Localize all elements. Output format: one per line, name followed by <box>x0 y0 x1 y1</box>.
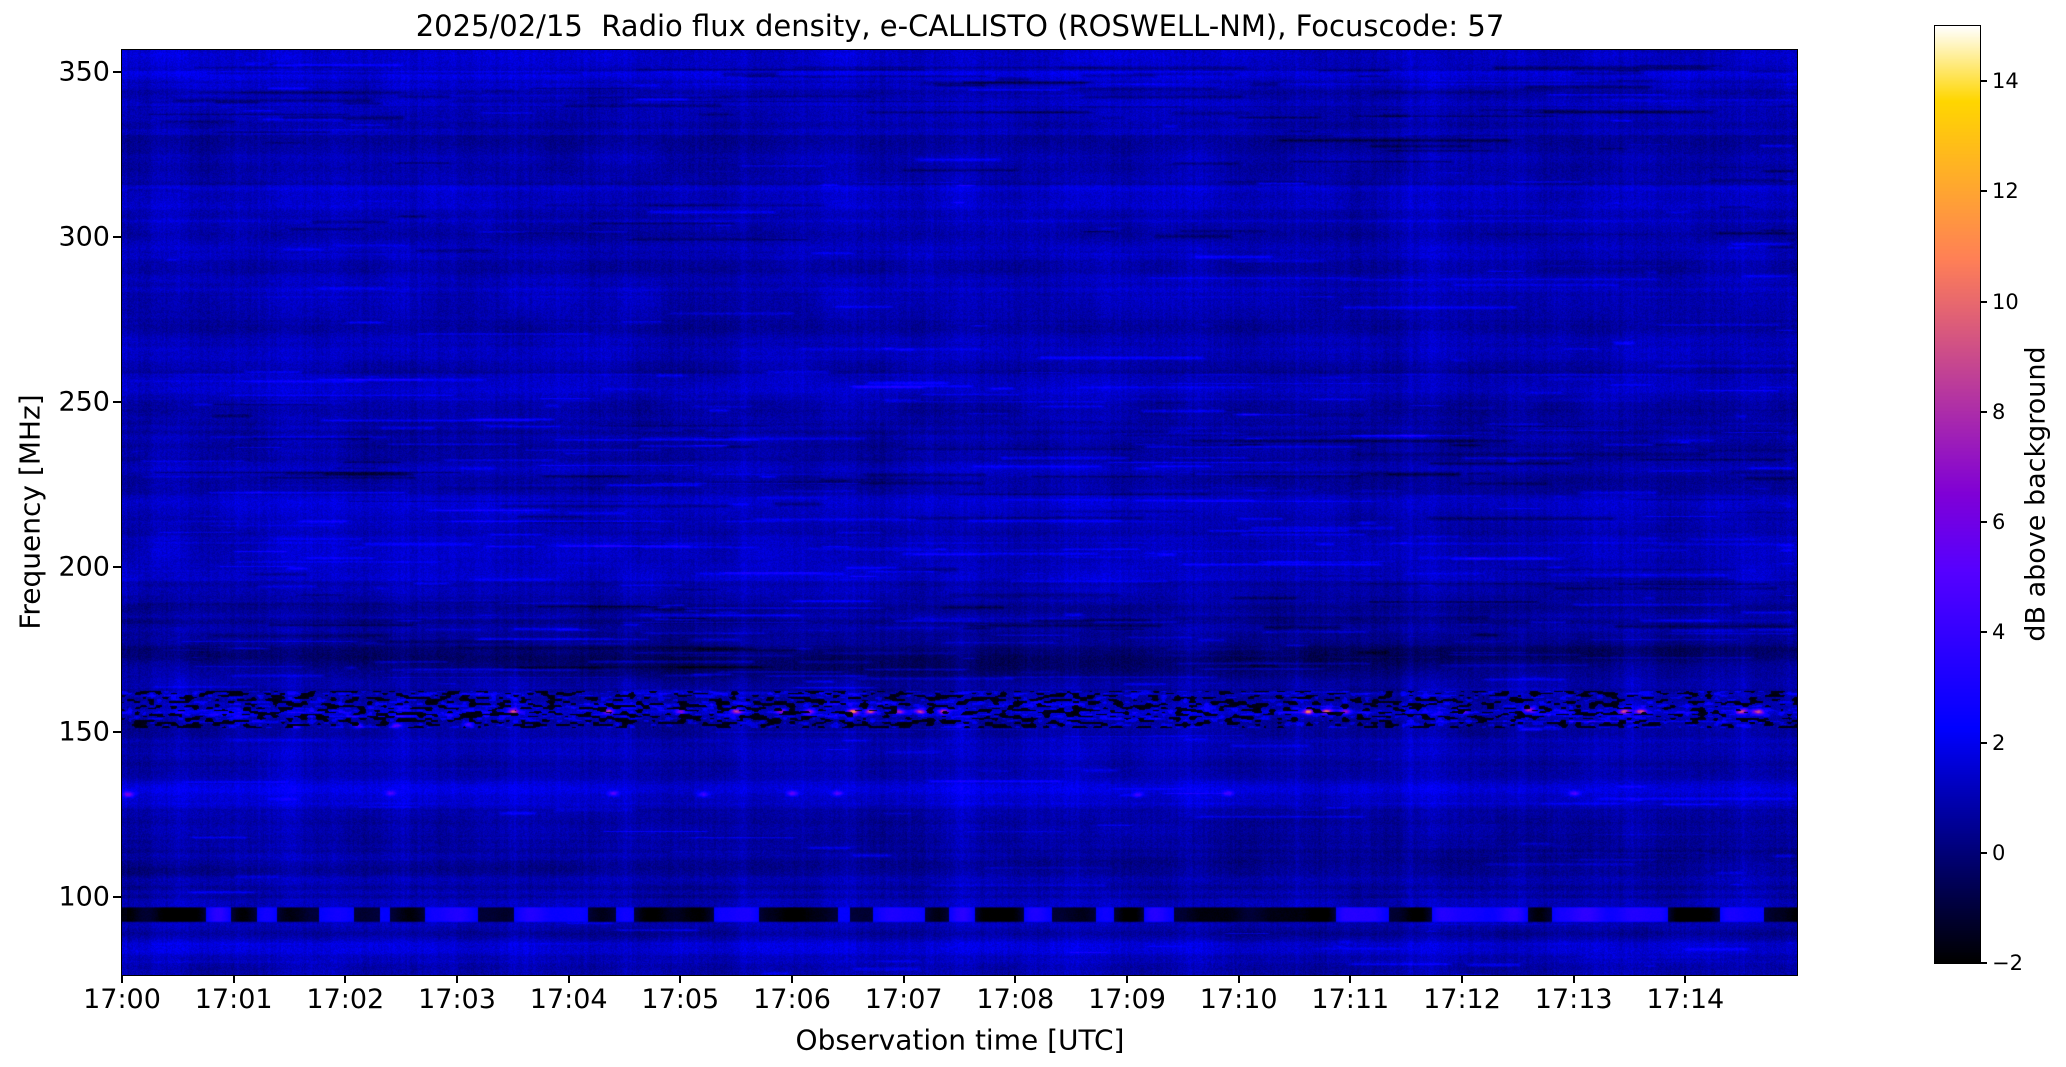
colorbar-tick-label: 4 <box>1992 620 2006 645</box>
y-tick-label: 200 <box>58 551 110 583</box>
x-tick-mark <box>1237 975 1240 983</box>
y-axis-label: Frequency [MHz] <box>13 394 47 630</box>
colorbar-label: dB above background <box>2020 346 2052 642</box>
colorbar-canvas <box>1935 26 1980 963</box>
x-tick-mark <box>1684 975 1687 983</box>
y-tick-mark <box>113 731 121 734</box>
x-tick-mark <box>121 975 123 983</box>
x-tick-label: 17:04 <box>529 984 608 1015</box>
spectrogram-canvas <box>122 50 1797 975</box>
x-tick-label: 17:03 <box>418 984 496 1015</box>
x-tick-mark <box>1014 975 1017 983</box>
colorbar-tick-label: 14 <box>1992 69 2019 94</box>
x-tick-mark <box>679 975 682 983</box>
colorbar-tick-label: 12 <box>1992 179 2019 204</box>
colorbar-tick-mark <box>1980 80 1987 83</box>
y-tick-mark <box>113 236 121 239</box>
x-tick-mark <box>567 975 570 983</box>
x-tick-label: 17:01 <box>194 984 273 1015</box>
x-tick-label: 17:14 <box>1646 984 1725 1015</box>
colorbar-tick-mark <box>1980 190 1987 193</box>
x-tick-label: 17:00 <box>83 984 161 1015</box>
plot-title: 2025/02/15 Radio flux density, e-CALLIST… <box>415 9 1505 43</box>
colorbar-tick-label: 6 <box>1992 510 2006 535</box>
colorbar-tick-label: 2 <box>1992 730 2006 755</box>
colorbar-tick-mark <box>1980 300 1987 303</box>
x-tick-mark <box>232 975 235 983</box>
x-tick-mark <box>344 975 347 983</box>
colorbar-tick-mark <box>1980 410 1987 413</box>
x-tick-mark <box>902 975 905 983</box>
x-tick-label: 17:02 <box>306 984 385 1015</box>
x-tick-mark <box>1349 975 1352 983</box>
x-tick-label: 17:05 <box>641 984 720 1015</box>
x-tick-label: 17:07 <box>864 984 943 1015</box>
colorbar-tick-label: 8 <box>1992 399 2006 424</box>
y-tick-mark <box>113 896 121 899</box>
x-tick-mark <box>791 975 793 983</box>
y-tick-mark <box>113 566 121 569</box>
x-tick-label: 17:11 <box>1311 984 1390 1015</box>
y-tick-label: 150 <box>58 716 110 748</box>
colorbar-tick-mark <box>1980 741 1987 744</box>
colorbar-tick-mark <box>1980 521 1987 524</box>
y-tick-label: 300 <box>58 221 110 253</box>
colorbar-tick-label: 10 <box>1992 289 2019 314</box>
y-tick-mark <box>113 71 121 74</box>
colorbar <box>1934 25 1981 964</box>
colorbar-tick-mark <box>1980 631 1987 634</box>
x-tick-label: 17:06 <box>753 984 831 1015</box>
y-tick-mark <box>113 401 121 404</box>
x-axis-label: Observation time [UTC] <box>795 1023 1125 1057</box>
y-tick-label: 350 <box>58 56 110 88</box>
colorbar-tick-mark <box>1980 851 1987 854</box>
x-tick-mark <box>1461 975 1463 983</box>
x-tick-label: 17:12 <box>1423 984 1501 1015</box>
x-tick-mark <box>1126 975 1128 983</box>
x-tick-label: 17:10 <box>1199 984 1278 1015</box>
colorbar-tick-label: 0 <box>1992 840 2006 865</box>
x-tick-label: 17:09 <box>1088 984 1166 1015</box>
y-tick-label: 100 <box>58 881 110 913</box>
x-tick-mark <box>1572 975 1575 983</box>
x-tick-label: 17:08 <box>976 984 1055 1015</box>
x-tick-mark <box>456 975 458 983</box>
colorbar-tick-mark <box>1980 962 1987 964</box>
colorbar-tick-label: −2 <box>1992 951 2023 975</box>
plot-area <box>121 49 1798 976</box>
y-tick-label: 250 <box>58 386 110 418</box>
x-tick-label: 17:13 <box>1534 984 1613 1015</box>
